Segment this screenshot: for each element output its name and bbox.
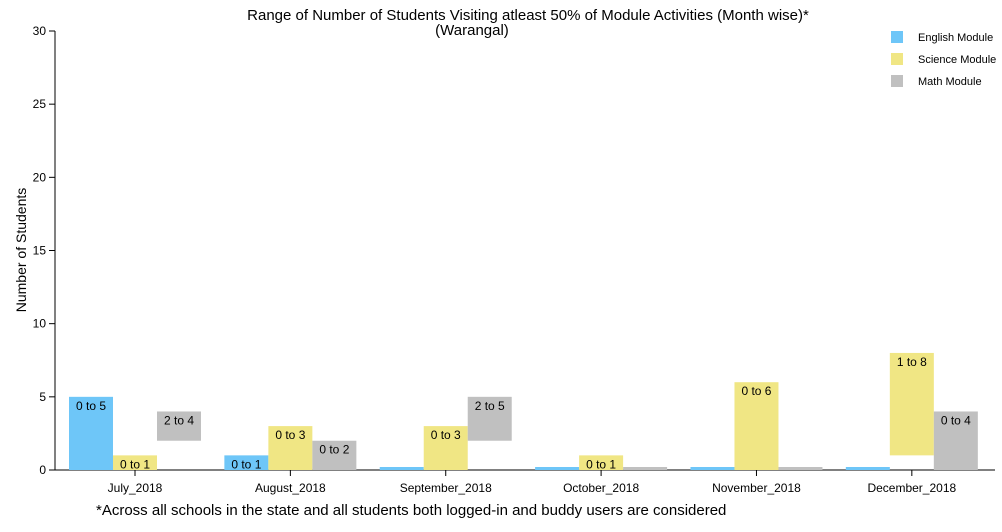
bar-data-label: 0 to 1 — [231, 457, 261, 471]
bar-science-module — [113, 455, 157, 470]
chart-title: Range of Number of Students Visiting atl… — [247, 7, 809, 24]
bar-data-label: 0 to 1 — [120, 457, 150, 471]
legend-label: Math Module — [918, 76, 982, 88]
bar-data-label: 0 to 4 — [941, 413, 971, 427]
x-axis: July_2018 August_2018 September_2018 Octobe… — [55, 469, 995, 495]
x-tick-label: December_2018 — [867, 481, 956, 495]
y-axis: 0 5 10 15 20 25 30 — [33, 24, 56, 477]
x-tick-label: September_2018 — [400, 481, 492, 495]
bar-data-label: 2 to 4 — [164, 413, 194, 427]
bar-english-module — [379, 467, 424, 470]
legend: English Module Science Module Math Module — [891, 31, 996, 88]
y-tick-label: 5 — [39, 390, 46, 404]
legend-label: Science Module — [918, 54, 996, 66]
bar-english-module — [69, 396, 113, 470]
bar-science-module — [889, 352, 934, 456]
legend-swatch — [891, 31, 903, 43]
bar-data-label: 0 to 2 — [319, 443, 349, 457]
bar-data-label: 0 to 1 — [586, 457, 616, 471]
bar-data-label: 1 to 8 — [897, 355, 927, 369]
y-tick-label: 20 — [33, 170, 47, 184]
bar-science-module — [423, 426, 468, 470]
bar-english-module — [535, 467, 580, 470]
legend-label: English Module — [918, 32, 993, 44]
legend-swatch — [891, 53, 903, 65]
bar-math-module — [312, 440, 357, 470]
bar-data-label: 0 to 5 — [76, 399, 106, 413]
y-tick-label: 0 — [39, 463, 46, 477]
bar-english-module — [224, 455, 269, 470]
bar-science-module — [579, 455, 624, 470]
bar-english-module — [690, 467, 735, 470]
bar-math-module — [157, 411, 201, 441]
bar-math-module — [467, 396, 512, 441]
y-tick-label: 30 — [33, 24, 47, 38]
y-tick-label: 15 — [33, 244, 47, 258]
bar-data-label: 2 to 5 — [475, 399, 505, 413]
footnote: *Across all schools in the state and all… — [96, 502, 726, 519]
bars-group: 0 to 5 0 to 1 2 to 4 0 to 1 0 to 3 0 to 2 0 to… — [69, 352, 978, 471]
bar-math-module — [623, 467, 668, 470]
bar-data-label: 0 to 3 — [431, 428, 461, 442]
bar-data-label: 0 to 3 — [275, 428, 305, 442]
chart-subtitle: (Warangal) — [435, 22, 509, 39]
bar-math-module — [778, 467, 823, 470]
y-tick-label: 10 — [33, 317, 47, 331]
x-tick-label: November_2018 — [712, 481, 801, 495]
bar-english-module — [845, 467, 890, 470]
bar-math-module — [933, 411, 978, 470]
x-tick-label: July_2018 — [108, 481, 163, 495]
x-tick-label: August_2018 — [255, 481, 326, 495]
bar-science-module — [734, 382, 779, 470]
y-tick-label: 25 — [33, 97, 47, 111]
bar-data-label: 0 to 6 — [741, 384, 771, 398]
legend-swatch — [891, 75, 903, 87]
bar-science-module — [268, 426, 313, 470]
y-axis-label: Number of Students — [13, 188, 29, 313]
x-tick-label: October_2018 — [563, 481, 639, 495]
